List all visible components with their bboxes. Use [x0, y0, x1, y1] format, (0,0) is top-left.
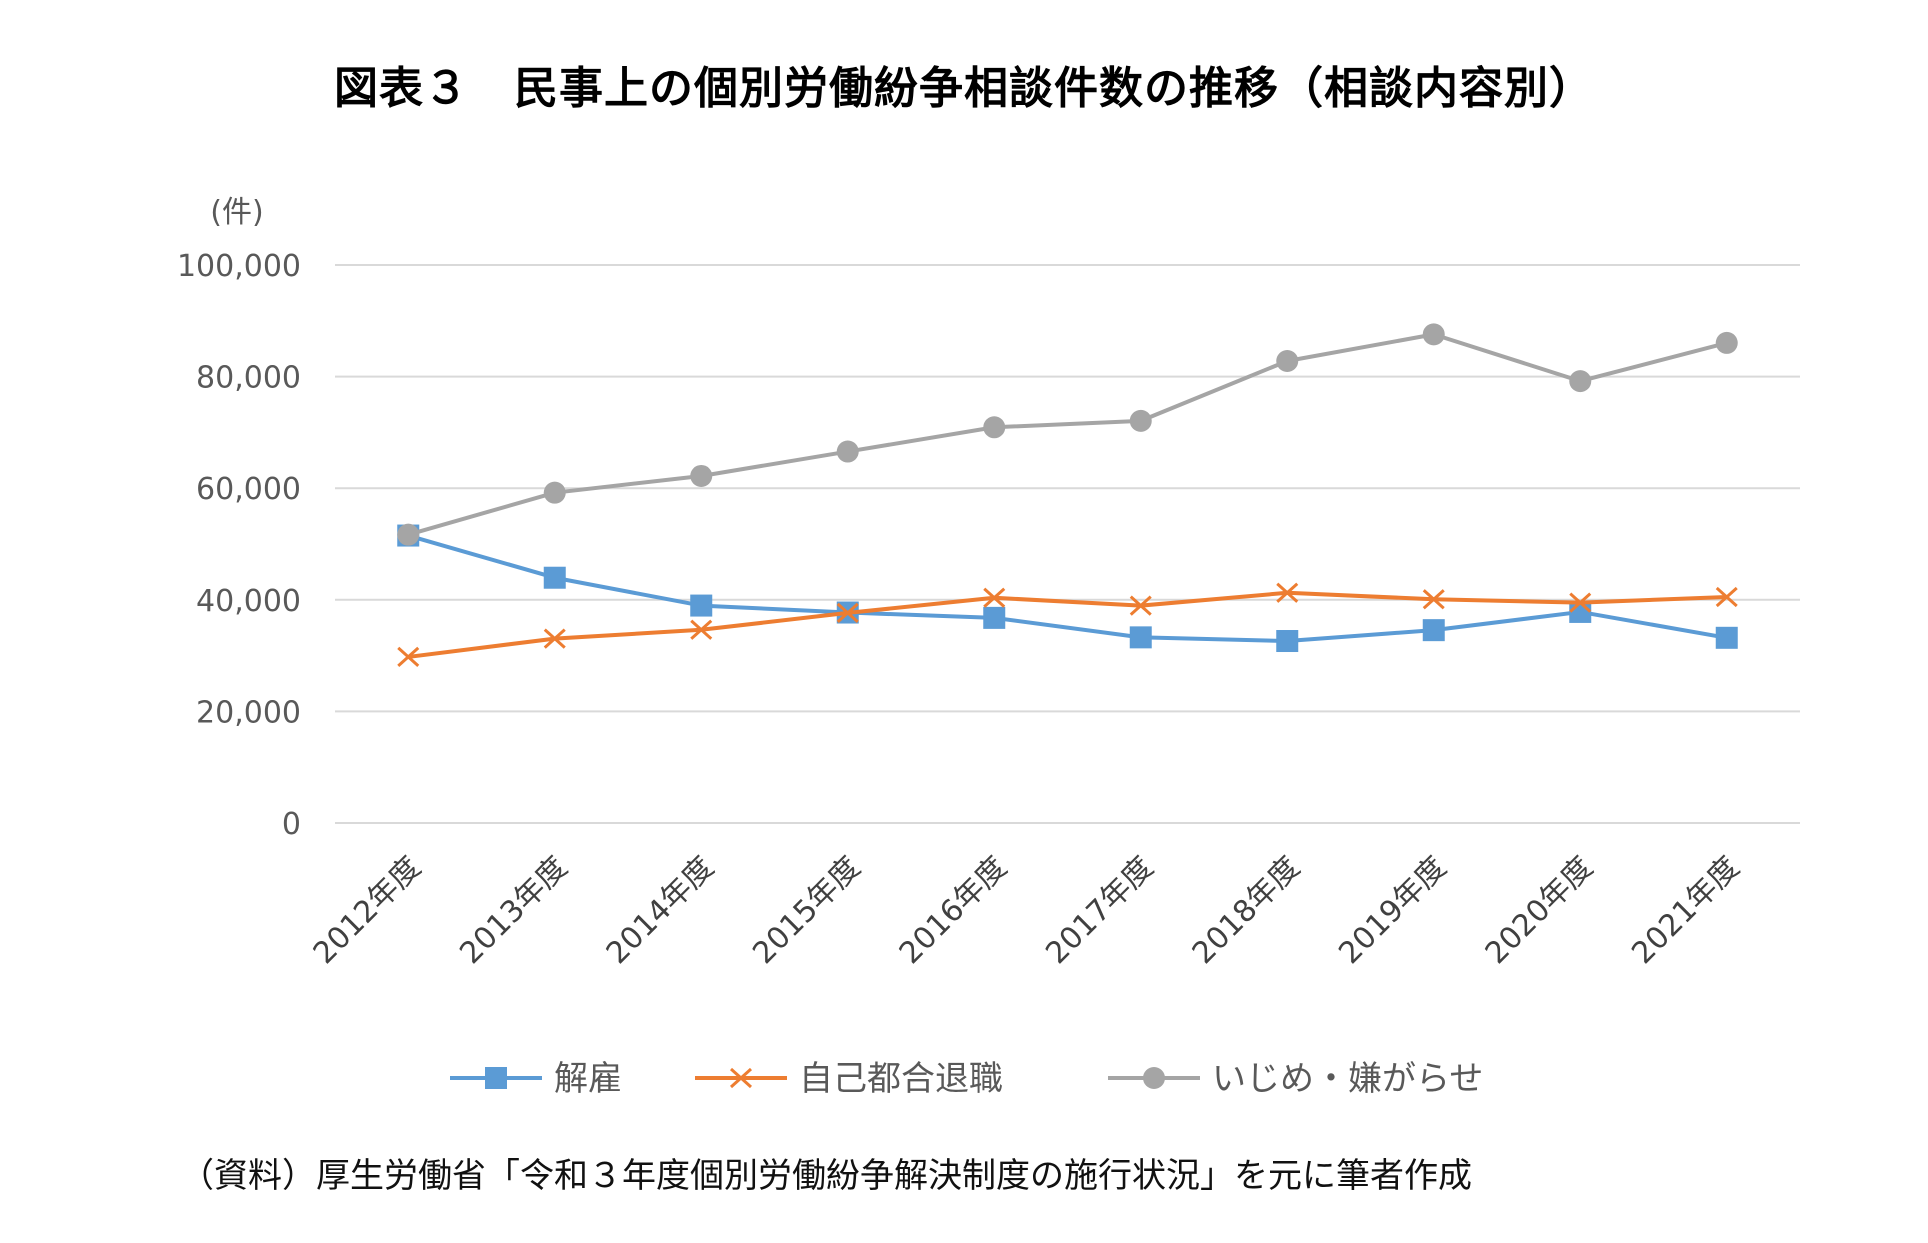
- data-point-kaiko: [1276, 630, 1299, 653]
- data-point-jiko-tsugou-taishoku: [983, 587, 1006, 608]
- data-point-kaiko: [1129, 626, 1152, 649]
- y-tick-label: 80,000: [196, 361, 301, 396]
- x-tick-label: 2016年度: [893, 850, 1014, 971]
- data-point-jiko-tsugou-taishoku: [690, 619, 713, 640]
- data-point-jiko-tsugou-taishoku: [1129, 595, 1152, 616]
- data-point-ijime-iyagarase: [1715, 331, 1738, 354]
- data-point-jiko-tsugou-taishoku: [1422, 589, 1445, 610]
- series-line-ijime-iyagarase: [407, 332, 1728, 537]
- data-point-kaiko: [1715, 626, 1738, 649]
- x-tick-label: 2020年度: [1479, 850, 1600, 971]
- legend-label-ijime-iyagarase: いじめ・嫌がらせ: [1212, 1059, 1483, 1099]
- data-point-kaiko: [543, 566, 566, 589]
- data-point-ijime-iyagarase: [1276, 349, 1299, 372]
- source-note: （資料）厚生労働省「令和３年度個別労働紛争解決制度の施行状況」を元に筆者作成: [180, 1156, 1472, 1196]
- y-tick-label: 60,000: [196, 472, 301, 507]
- data-point-ijime-iyagarase: [1422, 323, 1445, 346]
- legend-marker-ijime-iyagarase: [1143, 1067, 1165, 1089]
- data-point-jiko-tsugou-taishoku-stroke: [983, 587, 1006, 608]
- x-tick-label: 2012年度: [307, 850, 428, 971]
- data-point-kaiko: [690, 594, 713, 617]
- legend-label-kaiko: 解雇: [554, 1059, 622, 1099]
- legend-item-ijime-iyagarase: いじめ・嫌がらせ: [1108, 1059, 1483, 1099]
- legend-item-jiko-tsugou-taishoku: 自己都合退職: [695, 1059, 1003, 1099]
- data-point-jiko-tsugou-taishoku-stroke: [397, 646, 420, 668]
- data-point-ijime-iyagarase: [1569, 370, 1592, 393]
- y-tick-label: 100,000: [177, 249, 301, 284]
- data-point-ijime-iyagarase: [543, 481, 566, 504]
- data-point-jiko-tsugou-taishoku: [397, 646, 420, 668]
- data-point-jiko-tsugou-taishoku: [1715, 586, 1738, 608]
- x-tick-label: 2019年度: [1332, 850, 1453, 971]
- data-point-ijime-iyagarase: [983, 416, 1006, 439]
- x-tick-label: 2013年度: [453, 850, 574, 971]
- series-line-kaiko: [407, 533, 1728, 644]
- y-tick-label: 0: [282, 807, 301, 842]
- data-point-jiko-tsugou-taishoku-stroke: [1569, 592, 1592, 613]
- data-point-kaiko: [1422, 619, 1445, 642]
- chart-title: 図表３ 民事上の個別労働紛争相談件数の推移（相談内容別）: [334, 63, 1594, 114]
- data-point-jiko-tsugou-taishoku-stroke: [1715, 586, 1738, 608]
- data-point-jiko-tsugou-taishoku-stroke: [543, 628, 566, 649]
- data-point-ijime-iyagarase: [690, 464, 713, 487]
- data-point-jiko-tsugou-taishoku-stroke: [1129, 595, 1152, 616]
- y-tick-label: 20,000: [196, 695, 301, 730]
- x-tick-label: 2015年度: [746, 850, 867, 971]
- data-point-jiko-tsugou-taishoku: [1569, 592, 1592, 613]
- data-point-jiko-tsugou-taishoku: [543, 628, 566, 649]
- data-point-jiko-tsugou-taishoku-stroke: [1276, 582, 1299, 603]
- data-point-jiko-tsugou-taishoku-stroke: [836, 602, 859, 624]
- x-tick-label: 2018年度: [1186, 850, 1307, 971]
- line-chart: (件) 0 20,000 40,000 60,000 80,000 100,000 2012年…: [177, 195, 1800, 1099]
- legend-item-kaiko: 解雇: [450, 1059, 622, 1099]
- legend-marker-kaiko: [485, 1067, 507, 1089]
- chart-area: (件) 0 20,000 40,000 60,000 80,000 100,000 2012年…: [125, 160, 1825, 1130]
- x-tick-label: 2014年度: [600, 850, 721, 971]
- data-point-jiko-tsugou-taishoku: [1276, 582, 1299, 603]
- data-point-jiko-tsugou-taishoku-stroke: [1422, 589, 1445, 610]
- data-point-ijime-iyagarase: [397, 523, 420, 546]
- data-point-jiko-tsugou-taishoku: [836, 602, 859, 624]
- y-tick-label: 40,000: [196, 584, 301, 619]
- data-point-ijime-iyagarase: [836, 440, 859, 463]
- legend-marker-jiko-tsugou-taishoku-stroke: [729, 1067, 753, 1089]
- legend-marker-jiko-tsugou-taishoku: [729, 1067, 753, 1089]
- data-point-kaiko: [983, 606, 1006, 629]
- data-point-ijime-iyagarase: [1129, 409, 1152, 432]
- series-line-jiko-tsugou-taishoku: [408, 590, 1727, 659]
- data-point-jiko-tsugou-taishoku-stroke: [690, 619, 713, 640]
- x-tick-label: 2021年度: [1625, 850, 1746, 971]
- y-axis-unit-label: (件): [210, 195, 263, 230]
- x-tick-label: 2017年度: [1039, 850, 1160, 971]
- legend-label-jiko-tsugou-taishoku: 自己都合退職: [799, 1059, 1003, 1099]
